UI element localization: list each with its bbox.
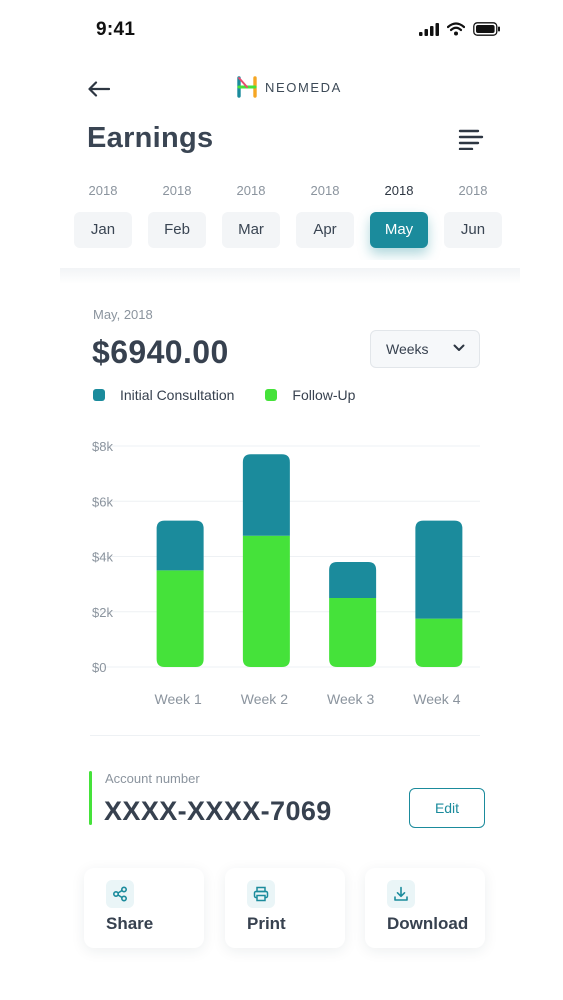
y-tick-label: $2k [92, 605, 113, 620]
menu-button[interactable] [458, 128, 488, 154]
x-tick-label: Week 1 [155, 691, 202, 707]
month-year: 2018 [458, 183, 488, 198]
bar-initial-consultation-3 [329, 562, 377, 598]
month-selector: 2018 Jan 2018 Feb 2018 Mar 2018 Apr 2018… [74, 180, 563, 260]
section-divider [60, 268, 520, 284]
earnings-chart: $0 $2k $4k $6k $8k Week 1 Week 2 Week 3 Week 4 [80, 430, 500, 720]
status-time: 9:41 [96, 19, 136, 40]
share-button[interactable]: Share [84, 868, 204, 948]
legend-swatch [265, 389, 278, 401]
bar-follow-up-4 [415, 618, 463, 667]
download-button[interactable]: Download [365, 868, 485, 948]
x-tick-label: Week 3 [327, 691, 374, 707]
account-accent-bar [89, 771, 92, 825]
printer-icon [247, 880, 275, 908]
month-apr[interactable]: 2018 Apr [296, 180, 354, 248]
month-chip: Apr [296, 212, 354, 248]
month-chip: Jan [74, 212, 132, 248]
status-icons [419, 22, 501, 36]
top-bar: NEOMEDA [0, 70, 563, 106]
print-button[interactable]: Print [225, 868, 345, 948]
month-year: 2018 [384, 183, 414, 198]
arrow-left-icon [88, 81, 110, 97]
month-year: 2018 [310, 183, 340, 198]
earnings-chart-svg: $0 $2k $4k $6k $8k Week 1 Week 2 Week 3 Week 4 [92, 439, 480, 707]
bar-follow-up-1 [156, 570, 204, 667]
share-icon [106, 880, 134, 908]
month-year: 2018 [236, 183, 266, 198]
month-mar[interactable]: 2018 Mar [222, 180, 280, 248]
signal-icon [419, 22, 439, 36]
bar-follow-up-2 [242, 535, 290, 667]
action-label: Download [387, 914, 469, 933]
legend-label: Follow-Up [292, 387, 356, 403]
action-label: Print [247, 914, 286, 933]
x-tick-label: Week 2 [241, 691, 288, 707]
legend-item-initial-consultation: Initial Consultation [93, 387, 234, 403]
total-earnings: $6940.00 [92, 334, 229, 370]
back-button[interactable] [84, 74, 114, 104]
chart-legend: Initial Consultation Follow-Up [93, 387, 386, 403]
month-may[interactable]: 2018 May [370, 180, 428, 248]
month-jan[interactable]: 2018 Jan [74, 180, 132, 248]
action-label: Share [106, 914, 154, 933]
account-label: Account number [105, 771, 200, 786]
month-year: 2018 [88, 183, 118, 198]
battery-icon [473, 22, 500, 36]
align-left-menu-icon [458, 129, 484, 151]
account-number: XXXX-XXXX-7069 [104, 796, 332, 826]
x-tick-label: Week 4 [413, 691, 460, 707]
y-tick-label: $4k [92, 550, 113, 565]
wifi-icon [447, 22, 465, 36]
logo-text: NEOMEDA [265, 79, 342, 95]
bar-follow-up-3 [329, 597, 377, 667]
range-select[interactable]: Weeks [370, 330, 480, 368]
month-jun[interactable]: 2018 Jun [444, 180, 502, 248]
page-title: Earnings [87, 122, 214, 154]
y-tick-label: $6k [92, 494, 113, 509]
range-select-value: Weeks [386, 341, 429, 357]
download-icon [387, 880, 415, 908]
chevron-down-icon [453, 344, 465, 351]
month-year: 2018 [162, 183, 192, 198]
legend-swatch [93, 389, 105, 401]
month-chip: May [370, 212, 428, 248]
legend-label: Initial Consultation [120, 387, 235, 403]
legend-item-follow-up: Follow-Up [265, 387, 355, 403]
bar-initial-consultation-4 [415, 520, 463, 619]
bar-initial-consultation-2 [242, 454, 290, 536]
divider [90, 735, 480, 736]
month-feb[interactable]: 2018 Feb [148, 180, 206, 248]
bar-initial-consultation-1 [156, 520, 204, 571]
y-tick-label: $0 [92, 660, 106, 675]
month-chip: Jun [444, 212, 502, 248]
period-label: May, 2018 [93, 307, 153, 322]
status-bar: 9:41 [0, 0, 563, 60]
logo: NEOMEDA [236, 76, 342, 98]
y-tick-label: $8k [92, 439, 113, 454]
month-chip: Feb [148, 212, 206, 248]
neomeda-logo-icon [237, 76, 257, 98]
month-chip: Mar [222, 212, 280, 248]
edit-button[interactable]: Edit [409, 788, 485, 828]
